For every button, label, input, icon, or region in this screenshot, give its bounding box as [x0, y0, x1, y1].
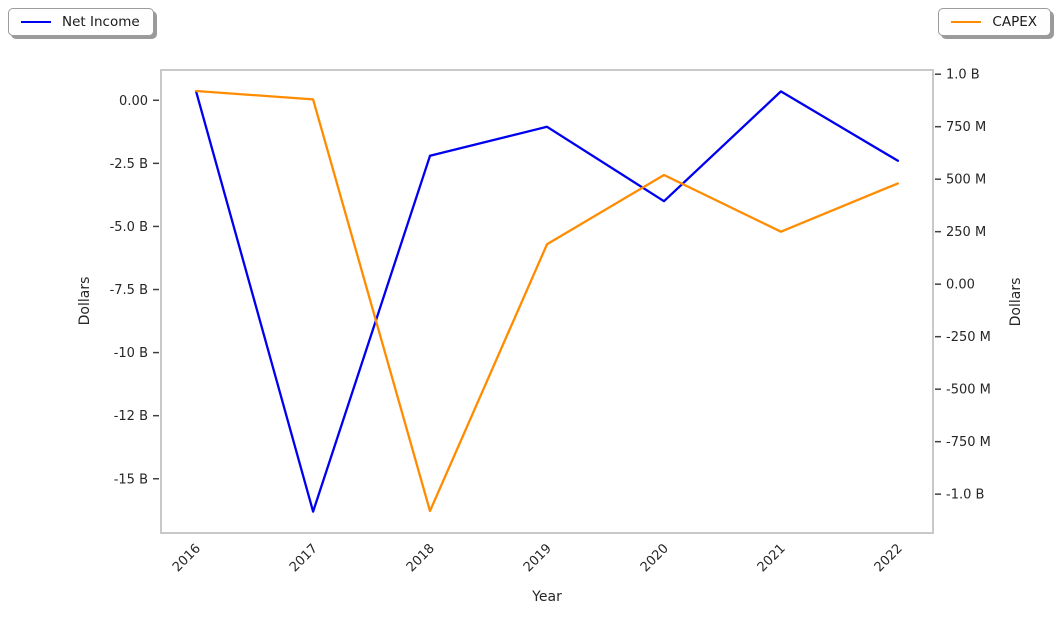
y-left-tick-label: 0.00: [119, 94, 148, 109]
capex-line-sample: [951, 21, 982, 23]
y-left-tick-label: -2.5 B: [110, 157, 148, 172]
x-tick-label: 2021: [755, 541, 789, 575]
y-right-tick-label: 0.00: [946, 278, 975, 293]
x-axis-ticks: 2016 2017 2018 2019 2020 2021 2022: [170, 541, 906, 575]
y-left-tick-label: -5.0 B: [110, 220, 148, 235]
plot-frame: [160, 69, 934, 534]
x-tick-label: 2019: [521, 541, 555, 575]
y-axis-label-left: Dollars: [77, 276, 93, 326]
y-axis-left-ticks: 0.00 -2.5 B -5.0 B -7.5 B -10 B -12 B -15 B: [110, 94, 159, 487]
y-right-tick-label: 1.0 B: [946, 68, 980, 83]
y-left-tick-label: -7.5 B: [110, 283, 148, 298]
y-right-tick-label: -250 M: [946, 330, 991, 345]
y-right-tick-label: 500 M: [946, 173, 986, 188]
y-left-tick-label: -12 B: [114, 409, 148, 424]
legend-net-income: Net Income: [8, 8, 154, 36]
net-income-line-sample: [21, 21, 51, 23]
x-tick-label: 2018: [404, 541, 438, 575]
x-tick-label: 2022: [872, 541, 906, 575]
net-income-line: [194, 90, 900, 513]
y-left-tick-label: -10 B: [114, 346, 148, 361]
capex-line: [194, 89, 900, 513]
y-right-tick-label: -750 M: [946, 435, 991, 450]
capex-legend-label: CAPEX: [992, 14, 1037, 30]
y-right-tick-label: 750 M: [946, 120, 986, 135]
x-tick-label: 2020: [638, 541, 672, 575]
y-left-tick-label: -15 B: [114, 472, 148, 487]
legend-capex: CAPEX: [938, 8, 1051, 36]
x-tick-label: 2016: [170, 541, 204, 575]
y-right-tick-label: -500 M: [946, 383, 991, 398]
x-tick-label: 2017: [287, 541, 321, 575]
x-axis-label: Year: [532, 589, 562, 605]
net-income-legend-label: Net Income: [62, 14, 140, 30]
y-right-tick-label: -1.0 B: [946, 488, 984, 503]
y-axis-right-ticks: 1.0 B 750 M 500 M 250 M 0.00 -250 M -500 M -750…: [935, 68, 991, 503]
y-axis-label-right: Dollars: [1008, 277, 1024, 327]
y-right-tick-label: 250 M: [946, 225, 986, 240]
